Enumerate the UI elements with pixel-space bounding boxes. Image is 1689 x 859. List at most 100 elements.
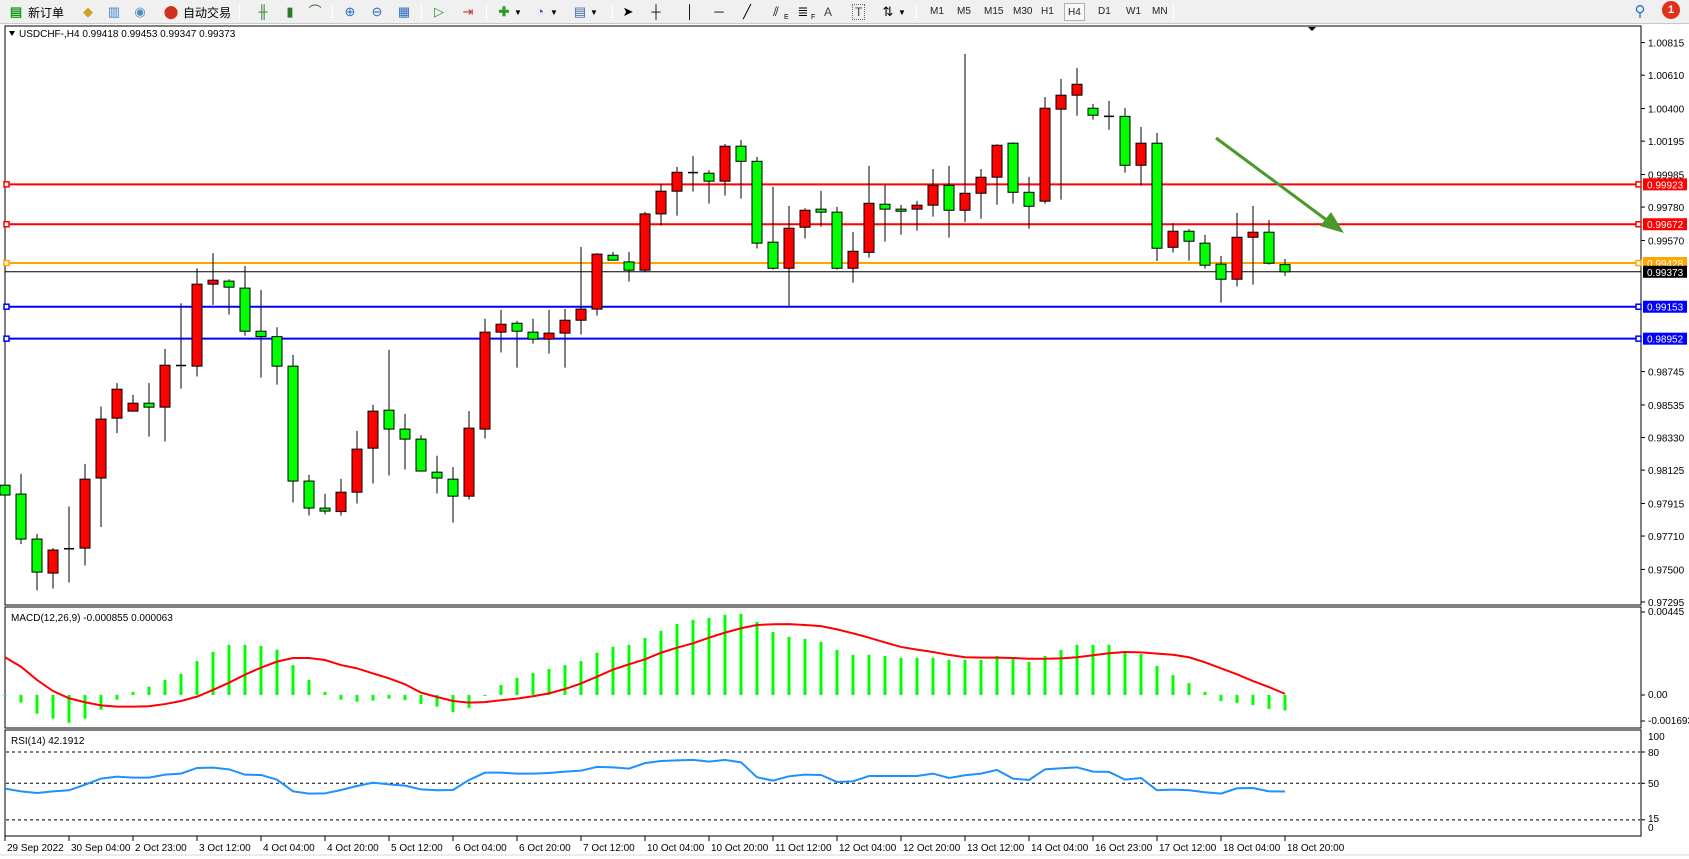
timeframe-h4[interactable]: H4 [1064, 3, 1085, 21]
symbol-menu-triangle-icon[interactable] [9, 31, 15, 36]
text-label-button[interactable]: T [852, 2, 866, 22]
timeframe-d1[interactable]: D1 [1098, 6, 1111, 17]
candle-body [479, 331, 491, 430]
arrows-button[interactable]: ⇅ ▼ [880, 2, 906, 22]
vertical-line-icon: │ [685, 4, 695, 19]
line-chart-button[interactable]: ⌒ [307, 2, 323, 22]
macd-histogram-bar [1107, 644, 1111, 695]
macd-histogram-bar [499, 685, 503, 695]
zoom-in-button[interactable]: ⊕ [342, 2, 358, 22]
price-tick-label: 1.00400 [1648, 105, 1685, 116]
candle [815, 190, 827, 227]
horizontal-line[interactable] [3, 220, 1642, 228]
horizontal-line-label-bg [1643, 178, 1687, 191]
horizontal-line-button[interactable]: ─ [711, 2, 727, 22]
candle-body [95, 418, 107, 479]
fibonacci-retracement-button[interactable]: ≣ F [795, 2, 816, 22]
timeframe-w1[interactable]: W1 [1126, 6, 1141, 17]
new-chart-button[interactable]: ✚ ▼ [496, 2, 522, 22]
candle [1231, 212, 1243, 287]
horizontal-line[interactable] [3, 303, 1642, 310]
candle [239, 265, 251, 336]
candle-body [623, 261, 635, 271]
candle [495, 309, 507, 353]
tile-windows-button[interactable]: ▦ [396, 2, 412, 22]
timeframe-mn[interactable]: MN [1152, 6, 1168, 17]
candlestick-button[interactable]: ▮ [282, 2, 298, 22]
candle-body [1151, 142, 1163, 249]
history-button[interactable]: ▥ [106, 2, 122, 22]
candle-body [1247, 231, 1259, 238]
zoom-out-button[interactable]: ⊖ [369, 2, 385, 22]
candle [64, 506, 74, 583]
chart-shift-button[interactable]: ⇥ [460, 2, 476, 22]
auto-scroll-button[interactable]: ▷ [431, 2, 447, 22]
candle [591, 253, 603, 316]
horizontal-line-price-label: 0.99153 [1647, 303, 1684, 314]
candle [719, 143, 731, 196]
timeframe-h1[interactable]: H1 [1041, 6, 1054, 17]
macd-histogram-bar [435, 695, 439, 707]
periods-button[interactable]: ◔ ▼ [532, 2, 558, 22]
fibo-e-label: E [784, 13, 789, 21]
candle-body [319, 507, 331, 512]
price-tick-label: 0.97500 [1648, 565, 1685, 576]
crosshair-button[interactable]: ┼ [648, 2, 664, 22]
time-tick-label: 14 Oct 04:00 [1031, 843, 1089, 854]
text-button[interactable]: A [824, 2, 832, 22]
candle-body [1135, 142, 1147, 166]
bar-chart-button[interactable]: ╫ [255, 2, 271, 22]
macd-histogram-bar [147, 686, 151, 695]
candle [1183, 229, 1195, 261]
candle [1104, 100, 1114, 130]
search-button[interactable]: ⚲ [1632, 2, 1648, 22]
candle-body [431, 471, 443, 479]
macd-histogram-bar [131, 691, 135, 695]
candle [879, 184, 891, 242]
chart-shift-marker-icon[interactable] [1308, 27, 1316, 31]
candle-body [287, 365, 299, 482]
candle [575, 246, 587, 335]
candle-body [255, 330, 267, 338]
timeframe-m30[interactable]: M30 [1013, 6, 1033, 17]
trendline-button[interactable]: ╱ [739, 2, 755, 22]
cursor-icon: ➤ [622, 4, 634, 19]
new-order-button[interactable]: ▤ 新订单 [8, 2, 64, 22]
candle [543, 309, 555, 354]
macd-histogram-bar [1075, 644, 1079, 695]
macd-histogram-bar [1043, 656, 1047, 695]
cursor-button[interactable]: ➤ [620, 2, 636, 22]
vertical-line-button[interactable]: │ [682, 2, 698, 22]
candle [159, 348, 171, 442]
fibonacci-channel-button[interactable]: ⫽ E [768, 2, 789, 22]
candle [799, 208, 811, 239]
horizontal-line[interactable] [3, 181, 1642, 188]
timeframe-m1[interactable]: M1 [930, 6, 944, 17]
macd-histogram-bar [931, 658, 935, 695]
candle-body [591, 253, 603, 310]
candle-body [1039, 107, 1051, 202]
macd-pane[interactable] [4, 606, 1642, 729]
signal-button[interactable]: ◉ [132, 2, 148, 22]
price-tick-label: 0.99985 [1648, 171, 1685, 182]
trend-arrow[interactable] [1215, 136, 1344, 233]
notifications-badge[interactable]: 1 [1662, 1, 1680, 19]
macd-histogram-bar [1251, 695, 1255, 705]
main-price-pane[interactable] [4, 25, 1642, 606]
auto-trading-button[interactable]: ⬤ 自动交易 [163, 2, 231, 22]
candle [367, 404, 379, 484]
candle-body [943, 184, 955, 211]
candle-body [127, 402, 139, 412]
horizontal-line[interactable] [3, 259, 1642, 267]
price-tick-label: 0.98125 [1648, 466, 1685, 477]
timeframe-m15[interactable]: M15 [984, 6, 1004, 17]
text-icon: A [824, 5, 833, 19]
zoom-in-icon: ⊕ [344, 4, 356, 19]
time-tick-label: 29 Sep 2022 [7, 843, 64, 854]
timeframe-m5[interactable]: M5 [957, 6, 971, 17]
gold-button[interactable]: ◆ [80, 2, 96, 22]
templates-button[interactable]: ▤ ▼ [572, 2, 598, 22]
candle-body [783, 227, 795, 269]
macd-histogram-bar [739, 613, 743, 695]
